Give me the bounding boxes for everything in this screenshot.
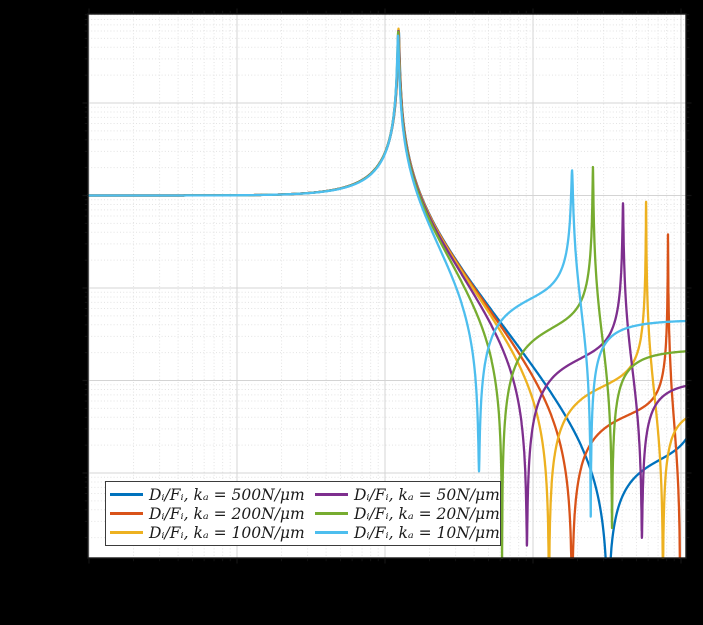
legend: Dᵢ/Fᵢ, kₐ = 500N/μm Dᵢ/Fᵢ, kₐ = 200N/μm … — [105, 481, 501, 546]
axis-ticks — [82, 8, 692, 564]
legend-label-ka-500: Dᵢ/Fᵢ, kₐ = 500N/μm — [149, 485, 305, 504]
legend-line-sample-ka-500 — [110, 493, 143, 496]
legend-line-sample-ka-50 — [315, 493, 348, 496]
legend-entry-ka-200: Dᵢ/Fᵢ, kₐ = 200N/μm — [110, 504, 315, 523]
major-gridlines — [88, 14, 686, 558]
legend-label-ka-20: Dᵢ/Fᵢ, kₐ = 20N/μm — [354, 504, 500, 523]
legend-label-ka-100: Dᵢ/Fᵢ, kₐ = 100N/μm — [149, 523, 305, 542]
legend-entry-ka-20: Dᵢ/Fᵢ, kₐ = 20N/μm — [315, 504, 500, 523]
legend-entry-ka-50: Dᵢ/Fᵢ, kₐ = 50N/μm — [315, 485, 500, 504]
legend-line-sample-ka-20 — [315, 512, 348, 515]
legend-line-sample-ka-10 — [315, 531, 348, 534]
legend-entry-ka-10: Dᵢ/Fᵢ, kₐ = 10N/μm — [315, 523, 500, 542]
axes-frame — [87, 13, 687, 559]
legend-label-ka-10: Dᵢ/Fᵢ, kₐ = 10N/μm — [354, 523, 500, 542]
legend-line-sample-ka-200 — [110, 512, 143, 515]
curve-ka-10 — [87, 34, 687, 518]
legend-line-sample-ka-100 — [110, 531, 143, 534]
legend-entry-ka-100: Dᵢ/Fᵢ, kₐ = 100N/μm — [110, 523, 315, 542]
curves — [87, 27, 687, 559]
legend-entry-ka-500: Dᵢ/Fᵢ, kₐ = 500N/μm — [110, 485, 315, 504]
legend-label-ka-50: Dᵢ/Fᵢ, kₐ = 50N/μm — [354, 485, 500, 504]
legend-label-ka-200: Dᵢ/Fᵢ, kₐ = 200N/μm — [149, 504, 305, 523]
